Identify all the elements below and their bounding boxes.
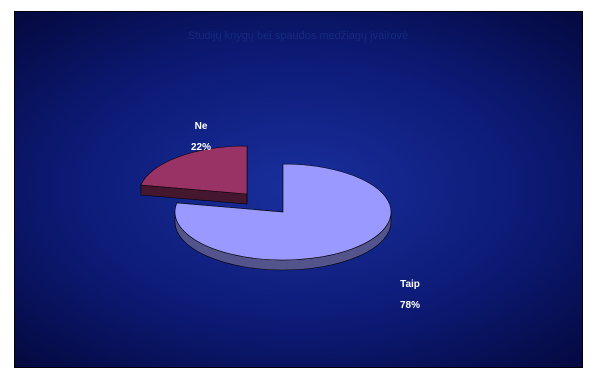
pie-slices (140, 145, 392, 271)
pie-slice-ne (140, 145, 248, 205)
chart-title: Studijų knygų bei spaudos medžiagų įvair… (188, 30, 408, 42)
chart-area: Studijų knygų bei spaudos medžiagų įvair… (14, 11, 583, 368)
data-labels: Ne 22% Taip 78% (191, 121, 420, 311)
data-label-category-taip: Taip (400, 279, 420, 290)
data-label-value-ne: 22% (191, 142, 211, 153)
pie-slice-taip (174, 163, 392, 271)
data-label-category-ne: Ne (195, 121, 208, 132)
data-label-value-taip: 78% (400, 300, 420, 311)
pie-chart: Studijų knygų bei spaudos medžiagų įvair… (140, 30, 420, 311)
